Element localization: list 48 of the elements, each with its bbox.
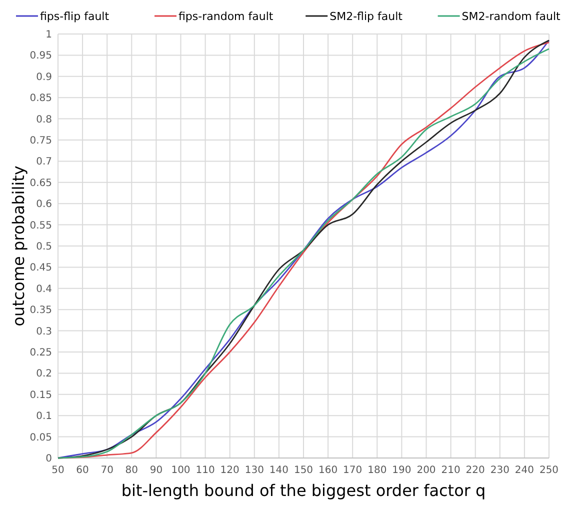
legend-label: SM2-random fault [462,10,562,23]
y-tick-label: 0.25 [30,348,52,358]
x-tick-label: 250 [539,465,559,476]
y-tick-label: 0.5 [36,242,52,252]
legend-label: fips-random fault [178,10,274,23]
x-tick-label: 150 [294,465,314,476]
x-tick-label: 80 [125,465,138,476]
y-tick-label: 0.75 [30,136,52,146]
y-tick-label: 0.05 [30,432,52,444]
x-tick-label: 240 [514,465,534,476]
x-tick-label: 130 [244,465,264,476]
x-axis-title: bit-length bound of the biggest order factor q [121,481,486,500]
x-tick-label: 100 [171,465,190,476]
x-tick-label: 140 [269,465,288,476]
y-tick-label: 0.6 [36,199,52,210]
y-tick-label: 0.55 [30,220,52,232]
x-tick-label: 180 [368,465,387,476]
x-tick-label: 230 [490,465,510,476]
y-tick-label: 0.85 [30,93,52,104]
x-tick-label: 190 [392,465,412,476]
x-tick-label: 120 [220,465,240,476]
x-tick-label: 110 [196,465,215,476]
y-axis-title: outcome probability [9,166,28,326]
y-tick-label: 0.35 [30,305,52,316]
y-tick-label: 0.95 [30,50,52,62]
x-tick-label: 200 [416,465,436,476]
y-tick-label: 0.7 [36,156,52,168]
x-tick-label: 170 [343,465,362,476]
y-tick-label: 1 [46,30,52,40]
y-tick-label: 0.9 [36,72,52,83]
y-tick-label: 0.1 [36,411,52,422]
y-tick-label: 0.45 [30,262,52,274]
legend-label: fips-flip fault [40,10,110,23]
y-tick-label: 0.8 [36,114,52,126]
y-tick-label: 0.3 [36,326,52,338]
y-tick-label: 0.65 [30,178,52,189]
x-tick-label: 60 [76,465,89,476]
y-tick-label: 0.2 [36,368,52,380]
y-tick-label: 0.15 [30,390,52,401]
legend-label: SM2-flip fault [330,10,404,23]
x-tick-label: 220 [466,465,485,476]
x-tick-label: 90 [150,465,163,476]
x-tick-label: 70 [100,465,114,476]
x-tick-label: 210 [441,465,460,476]
y-tick-label: 0.4 [36,284,52,295]
x-tick-label: 50 [52,465,64,476]
y-tick-label: 0 [46,454,52,464]
x-tick-label: 160 [318,465,338,476]
